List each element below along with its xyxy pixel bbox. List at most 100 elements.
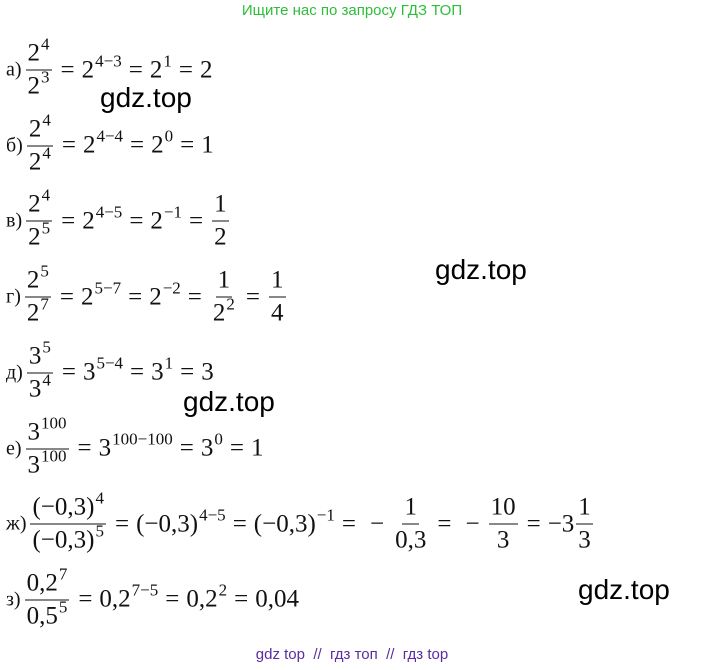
exponent: 4 bbox=[42, 370, 51, 390]
watermark: gdz.top bbox=[578, 574, 670, 605]
term: 1 bbox=[578, 493, 591, 521]
exponent: 7 bbox=[40, 294, 49, 314]
exponent: 7 bbox=[58, 564, 68, 584]
operator: = bbox=[178, 56, 193, 83]
solution-line: е) 3100 3100 = 3100−100 = 30 = 1 bbox=[6, 413, 263, 479]
item-label: в) bbox=[6, 209, 23, 232]
item-label: з) bbox=[6, 588, 21, 611]
fraction: 24 23 bbox=[25, 35, 52, 101]
exponent: 5 bbox=[58, 597, 68, 617]
denominator: 3 bbox=[576, 525, 593, 555]
fraction: 1 22 bbox=[211, 267, 237, 328]
base: 2 bbox=[27, 39, 41, 67]
fraction: 25 27 bbox=[24, 262, 51, 328]
operator: = bbox=[61, 131, 76, 159]
operator: = bbox=[130, 358, 145, 386]
base: 3 bbox=[200, 434, 214, 462]
operator: = bbox=[77, 434, 92, 462]
operator: = bbox=[128, 283, 143, 311]
exponent: 4−5 bbox=[199, 505, 226, 525]
operator: − bbox=[370, 510, 385, 538]
solution-line: г) 25 27 = 25−7 = 2−2 = 1 22 = 1 4 bbox=[6, 262, 288, 328]
fraction: 35 34 bbox=[26, 337, 53, 403]
power: 24−5 bbox=[82, 202, 122, 235]
operator: = bbox=[232, 510, 247, 538]
fraction: 10 3 bbox=[488, 493, 518, 555]
base: 3 bbox=[27, 418, 41, 445]
exponent: −1 bbox=[316, 505, 335, 525]
numerator: 24 bbox=[26, 110, 53, 147]
term: 2 bbox=[199, 56, 213, 83]
exponent: 100 bbox=[41, 446, 67, 465]
exponent: 100−100 bbox=[112, 429, 173, 449]
operator: = bbox=[59, 283, 74, 311]
power: 35−4 bbox=[83, 354, 123, 387]
denominator: (−0,3)5 bbox=[30, 521, 106, 555]
exponent: 100 bbox=[41, 413, 67, 432]
power: 25 bbox=[27, 262, 49, 295]
term: 2 bbox=[214, 223, 227, 251]
base: 0,2 bbox=[26, 569, 58, 597]
item-label: ж) bbox=[6, 512, 27, 535]
operator: = bbox=[128, 56, 143, 83]
base: 0,2 bbox=[186, 585, 218, 613]
operator: = bbox=[78, 585, 93, 613]
item-label: а) bbox=[6, 58, 22, 81]
power: (−0,3)4 bbox=[32, 489, 104, 522]
base: 2 bbox=[149, 56, 163, 83]
exponent: 4−5 bbox=[95, 202, 123, 222]
term: 0,3 bbox=[395, 526, 427, 554]
power: 20 bbox=[151, 127, 173, 160]
item-label: д) bbox=[6, 361, 23, 384]
term: 1 bbox=[404, 493, 417, 521]
numerator: 1 bbox=[576, 494, 593, 525]
header: Ищите нас по запросу ГДЗ ТОП bbox=[241, 2, 463, 19]
power: 34 bbox=[29, 370, 51, 403]
exponent: −2 bbox=[162, 278, 181, 298]
denominator: 22 bbox=[211, 294, 237, 328]
power: 30 bbox=[200, 430, 223, 463]
base: (−0,3) bbox=[136, 510, 199, 538]
base: 2 bbox=[26, 299, 40, 327]
base: (−0,3) bbox=[32, 526, 95, 554]
power: 24 bbox=[27, 35, 50, 68]
exponent: 4 bbox=[95, 488, 104, 508]
power: 31 bbox=[151, 354, 173, 387]
power: 25−7 bbox=[80, 278, 121, 311]
exponent: 2 bbox=[226, 294, 235, 314]
term: 0,04 bbox=[255, 585, 299, 613]
footer: gdz top // гдз топ // гдз top bbox=[255, 646, 449, 663]
solution-line: з) 0,27 0,55 = 0,27−5 = 0,22 = 0,04 bbox=[6, 564, 299, 630]
term: 1 bbox=[201, 131, 214, 159]
base: 2 bbox=[82, 131, 96, 159]
denominator: 0,55 bbox=[25, 597, 70, 630]
numerator: 1 bbox=[269, 267, 286, 298]
fraction: 1 0,3 bbox=[393, 494, 428, 555]
operator: = bbox=[229, 434, 244, 462]
base: (−0,3) bbox=[32, 493, 95, 521]
base: 2 bbox=[212, 299, 226, 327]
exponent: 4−3 bbox=[95, 51, 122, 70]
power: 0,22 bbox=[186, 581, 227, 614]
operator: = bbox=[187, 283, 202, 311]
operator: = bbox=[180, 131, 195, 159]
operator: = bbox=[180, 358, 195, 386]
power: 3100 bbox=[27, 413, 67, 446]
operator: = bbox=[245, 283, 260, 311]
term: 10 bbox=[490, 493, 516, 521]
exponent: 5 bbox=[95, 521, 104, 541]
exponent: 4 bbox=[42, 143, 51, 163]
exponent: 5 bbox=[42, 337, 51, 357]
denominator: 3100 bbox=[26, 446, 69, 479]
operator: = bbox=[234, 585, 249, 613]
term: 4 bbox=[271, 299, 284, 327]
base: 2 bbox=[80, 283, 94, 311]
denominator: 23 bbox=[26, 68, 52, 101]
exponent: 5−7 bbox=[94, 278, 122, 298]
exponent: 4 bbox=[41, 185, 51, 205]
numerator: 35 bbox=[26, 337, 53, 374]
solution-line: ж) (−0,3)4 (−0,3)5 = (−0,3)4−5 = (−0,3)−1 = −1 0,… bbox=[6, 489, 595, 555]
fraction: 24 24 bbox=[26, 110, 53, 176]
solution-line: в) 24 25 = 24−5 = 2−1 = 1 2 bbox=[6, 186, 231, 252]
